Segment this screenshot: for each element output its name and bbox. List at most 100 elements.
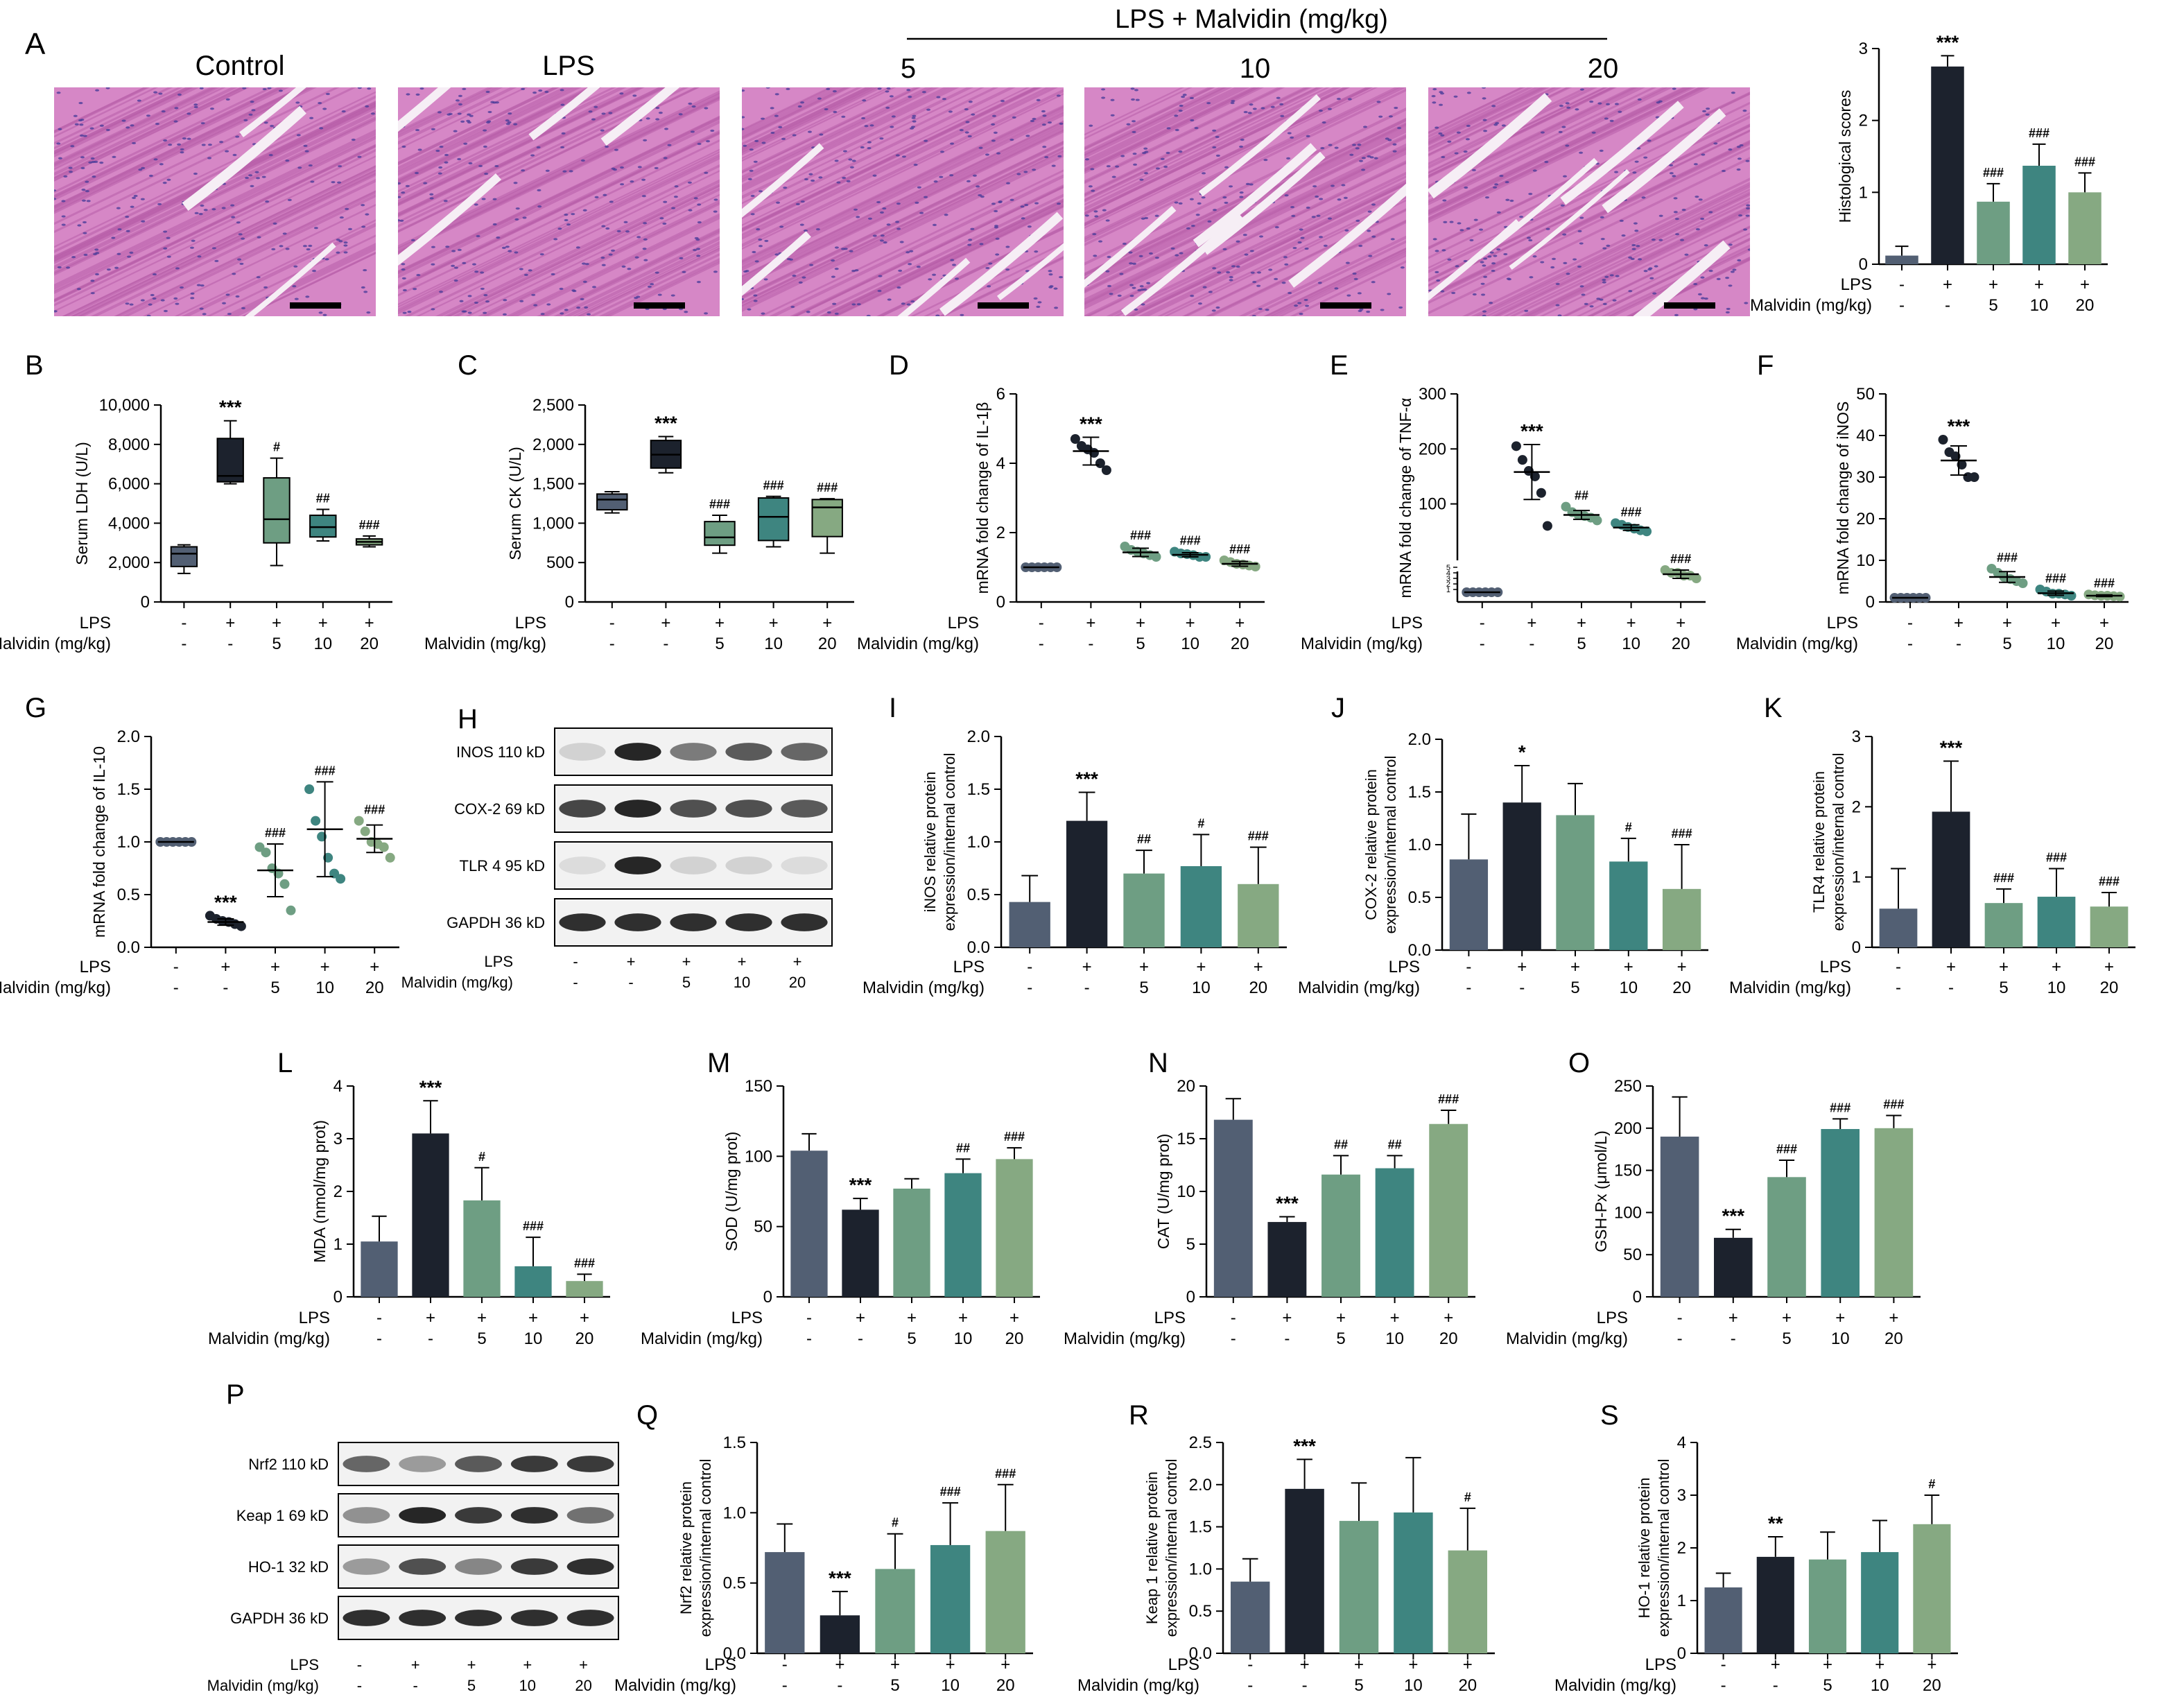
dose-label: 20 <box>818 635 837 653</box>
he-nucleus <box>308 244 313 248</box>
he-nucleus <box>398 182 401 184</box>
he-fiber <box>1084 87 1193 140</box>
he-nucleus <box>912 114 917 117</box>
lps-sign: + <box>1139 958 1149 976</box>
he-nucleus <box>272 222 277 225</box>
y-tick-label: 0.5 <box>1408 888 1431 907</box>
he-nucleus <box>483 145 487 148</box>
bar <box>566 1281 603 1297</box>
he-fiber <box>398 87 493 133</box>
he-nucleus <box>965 121 970 123</box>
he-nucleus <box>303 144 308 147</box>
significance-hash: ### <box>359 518 380 532</box>
he-fiber <box>1084 148 1406 307</box>
blot-band <box>781 800 828 818</box>
he-nucleus <box>343 241 348 244</box>
he-nucleus <box>202 313 207 316</box>
he-fiber <box>1428 87 1534 138</box>
dose-label: 10 <box>954 1329 973 1348</box>
he-nucleus <box>576 307 581 309</box>
he-nucleus <box>758 238 763 241</box>
he-nucleus <box>1229 279 1233 282</box>
he-nucleus <box>238 233 243 236</box>
he-nucleus <box>643 259 648 261</box>
y-tick-label: 0 <box>333 1288 343 1307</box>
significance-hash: ### <box>1830 1101 1851 1114</box>
he-fiber <box>1084 87 1342 212</box>
row-label-malvidin: Malvidin (mg/kg) <box>1064 1329 1186 1348</box>
bar <box>985 1531 1025 1653</box>
he-nucleus <box>783 187 788 189</box>
lps-sign: + <box>1086 614 1095 632</box>
significance-star: *** <box>1520 420 1543 442</box>
he-nucleus <box>1619 219 1624 222</box>
he-nucleus <box>222 302 227 304</box>
he-nucleus <box>1334 287 1339 290</box>
dose-label: 5 <box>1782 1329 1791 1348</box>
he-nucleus <box>487 110 492 114</box>
he-nucleus <box>294 298 299 300</box>
he-nucleus <box>297 166 302 169</box>
he-nucleus <box>1387 139 1392 141</box>
he-nucleus <box>295 101 300 104</box>
box <box>757 497 790 542</box>
he-nucleus <box>58 128 62 130</box>
y-axis-label-line1: COX-2 relative protein <box>1362 769 1380 920</box>
he-nucleus <box>968 239 973 241</box>
he-nucleus <box>991 203 996 205</box>
dose-label: - <box>1721 1676 1726 1695</box>
dose-label: 20 <box>1231 635 1249 653</box>
lps-sign: + <box>822 614 832 632</box>
he-nucleus <box>880 234 885 237</box>
he-nucleus <box>1400 266 1405 269</box>
he-fiber <box>1084 87 1351 216</box>
he-nucleus <box>753 160 758 163</box>
he-nucleus <box>1138 255 1143 258</box>
he-nucleus <box>693 248 697 252</box>
he-nucleus <box>1602 302 1607 306</box>
dose-label: - <box>1466 979 1471 997</box>
he-nucleus <box>960 313 964 316</box>
he-nucleus <box>1230 101 1235 105</box>
he-nucleus <box>1528 193 1533 196</box>
y-axis-label: mRNA fold change of IL-1β <box>973 402 991 594</box>
he-nucleus <box>1098 240 1103 243</box>
he-nucleus <box>1182 94 1187 96</box>
he-nucleus <box>678 113 683 116</box>
he-nucleus <box>1366 310 1371 313</box>
he-nucleus <box>1143 147 1148 150</box>
he-nucleus <box>1358 244 1363 248</box>
he-nucleus <box>279 245 284 248</box>
he-nucleus <box>926 108 931 111</box>
he-nucleus <box>867 147 872 150</box>
dose-label: 5 <box>1999 979 2008 997</box>
box <box>704 521 736 546</box>
he-nucleus <box>569 170 573 173</box>
he-nucleus <box>461 310 466 313</box>
he-nucleus <box>1451 291 1456 295</box>
he-nucleus <box>312 270 317 273</box>
he-nucleus <box>1106 165 1111 168</box>
bar <box>1502 802 1541 950</box>
he-interstitial-space <box>742 143 824 218</box>
he-nucleus <box>1465 138 1470 141</box>
he-fiber <box>54 119 376 276</box>
he-nucleus <box>1693 308 1698 311</box>
he-nucleus <box>68 166 73 169</box>
he-nucleus <box>405 184 410 187</box>
bar <box>463 1200 501 1297</box>
he-nucleus <box>1174 114 1179 117</box>
lps-sign: + <box>1889 1309 1898 1327</box>
he-nucleus <box>225 293 230 296</box>
he-nucleus <box>704 107 709 110</box>
y-axis-label-line2: expression/internal control <box>1655 1459 1672 1637</box>
he-nucleus <box>175 267 180 270</box>
he-fiber <box>398 87 517 145</box>
he-nucleus <box>601 225 606 227</box>
lps-sign: - <box>1247 1655 1253 1674</box>
panel-a-histology: A LPS + Malvidin (mg/kg) Control LPS 5 1… <box>25 5 1750 316</box>
he-fiber <box>54 87 340 225</box>
bar <box>1660 1136 1699 1297</box>
he-fiber <box>1606 247 1750 316</box>
